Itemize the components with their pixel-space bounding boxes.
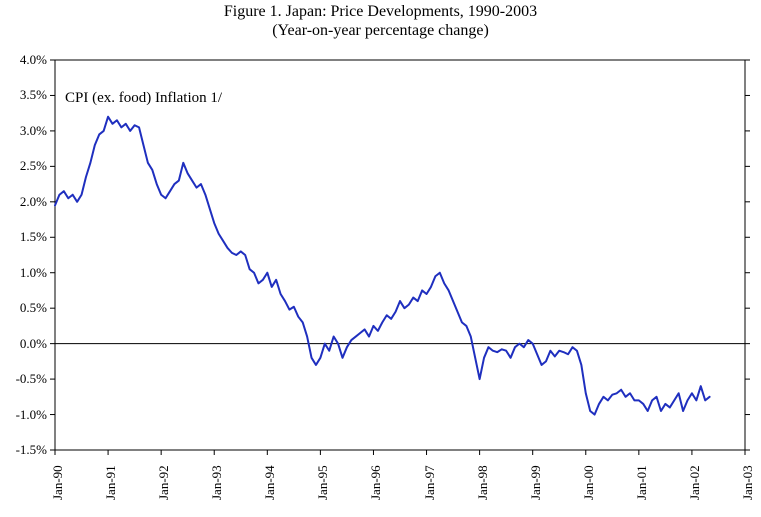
x-tick-label: Jan-98 [475,465,491,500]
y-tick-label: 2.5% [0,158,47,174]
x-tick-label: Jan-95 [315,465,331,500]
x-tick-label: Jan-99 [528,465,544,500]
y-tick-label: 0.5% [0,300,47,316]
x-tick-label: Jan-01 [634,465,650,500]
x-tick-label: Jan-00 [581,465,597,500]
y-tick-label: 4.0% [0,52,47,68]
series-legend-label: CPI (ex. food) Inflation 1/ [65,90,222,107]
y-tick-label: -1.0% [0,407,47,423]
y-tick-label: 1.0% [0,265,47,281]
y-tick-label: -1.5% [0,442,47,458]
figure-title-line1: Figure 1. Japan: Price Developments, 199… [0,2,761,21]
y-tick-label: 3.0% [0,123,47,139]
y-tick-label: 1.5% [0,229,47,245]
y-tick-label: 3.5% [0,87,47,103]
chart-svg [0,50,761,512]
x-tick-label: Jan-03 [740,465,756,500]
x-tick-label: Jan-92 [156,465,172,500]
y-tick-label: 2.0% [0,194,47,210]
x-tick-label: Jan-96 [368,465,384,500]
x-tick-label: Jan-94 [262,465,278,500]
x-tick-label: Jan-91 [103,465,119,500]
x-tick-label: Jan-93 [209,465,225,500]
x-tick-label: Jan-97 [422,465,438,500]
chart-area: -1.5% -1.0% -0.5% 0.0% 0.5% 1.0% 1.5% 2.0% 2.5% 3… [0,50,761,512]
figure-title-block: Figure 1. Japan: Price Developments, 199… [0,2,761,40]
x-tick-label: Jan-90 [50,465,66,500]
figure-page: { "figure": { "title_line1": "Figure 1. … [0,0,761,517]
figure-title-line2: (Year-on-year percentage change) [0,21,761,40]
y-tick-label: 0.0% [0,336,47,352]
x-tick-label: Jan-02 [687,465,703,500]
y-tick-label: -0.5% [0,371,47,387]
